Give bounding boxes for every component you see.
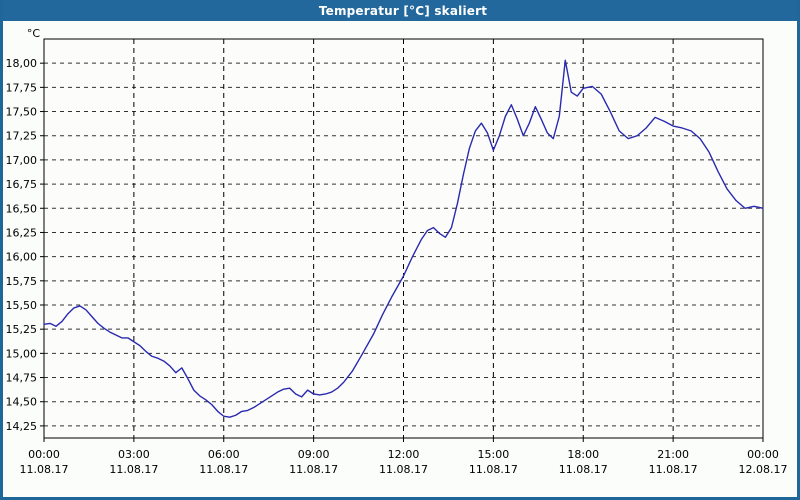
y-axis-tick-label: 15,25 bbox=[6, 323, 38, 336]
vertical-gridlines bbox=[133, 39, 674, 438]
x-axis-date-label: 11.08.17 bbox=[469, 463, 518, 476]
y-axis-tick-label: 16,75 bbox=[6, 178, 38, 191]
x-axis-time-label: 00:00 bbox=[28, 448, 60, 461]
x-axis-time-label: 18:00 bbox=[567, 448, 599, 461]
temperature-series-line bbox=[43, 59, 764, 418]
x-axis-ticks bbox=[43, 438, 764, 442]
plot-frame bbox=[43, 38, 764, 439]
window-title: Temperatur [°C] skaliert bbox=[318, 3, 488, 18]
chart-canvas-container: °C 18,00 17,75 17,50 17,25 17,00 16,75 16,50 16… bbox=[3, 21, 797, 497]
x-axis-time-label: 12:00 bbox=[388, 448, 420, 461]
x-axis-date-label: 11.08.17 bbox=[109, 463, 158, 476]
x-axis-time-label: 15:00 bbox=[478, 448, 510, 461]
y-axis-tick-label: 14,50 bbox=[6, 396, 38, 409]
x-axis-date-label: 11.08.17 bbox=[559, 463, 608, 476]
y-axis-tick-label: 15,50 bbox=[6, 299, 38, 312]
window-titlebar: Temperatur [°C] skaliert bbox=[3, 0, 797, 21]
y-axis-ticks bbox=[40, 62, 44, 427]
y-axis-unit-label: °C bbox=[27, 27, 41, 40]
x-axis-labels: 00:00 11.08.17 03:00 11.08.17 06:00 11.08.17 0… bbox=[20, 448, 788, 476]
y-axis-tick-label: 17,25 bbox=[6, 130, 38, 143]
y-axis-tick-label: 16,00 bbox=[6, 251, 38, 264]
y-axis-tick-label: 14,25 bbox=[6, 420, 38, 433]
y-axis-tick-label: 17,75 bbox=[6, 81, 38, 94]
x-axis-date-label: 11.08.17 bbox=[649, 463, 698, 476]
x-axis-time-label: 09:00 bbox=[298, 448, 330, 461]
x-axis-date-label: 11.08.17 bbox=[199, 463, 248, 476]
x-axis-time-label: 06:00 bbox=[208, 448, 240, 461]
y-axis-labels: 18,00 17,75 17,50 17,25 17,00 16,75 16,50 16,25… bbox=[6, 57, 38, 433]
y-axis-tick-label: 15,00 bbox=[6, 347, 38, 360]
x-axis-date-label: 12.08.17 bbox=[739, 463, 788, 476]
y-axis-tick-label: 15,75 bbox=[6, 275, 38, 288]
x-axis-time-label: 00:00 bbox=[747, 448, 779, 461]
x-axis-time-label: 03:00 bbox=[118, 448, 150, 461]
x-axis-date-label: 11.08.17 bbox=[289, 463, 338, 476]
y-axis-tick-label: 18,00 bbox=[6, 57, 38, 70]
y-axis-tick-label: 14,75 bbox=[6, 372, 38, 385]
x-axis-time-label: 21:00 bbox=[657, 448, 689, 461]
x-axis-date-label: 11.08.17 bbox=[379, 463, 428, 476]
y-axis-tick-label: 17,00 bbox=[6, 154, 38, 167]
y-axis-tick-label: 16,25 bbox=[6, 226, 38, 239]
temperature-line-chart: °C 18,00 17,75 17,50 17,25 17,00 16,75 16,50 16… bbox=[6, 27, 788, 476]
y-axis-tick-label: 16,50 bbox=[6, 202, 38, 215]
y-axis-tick-label: 17,50 bbox=[6, 106, 38, 119]
x-axis-date-label: 11.08.17 bbox=[20, 463, 69, 476]
